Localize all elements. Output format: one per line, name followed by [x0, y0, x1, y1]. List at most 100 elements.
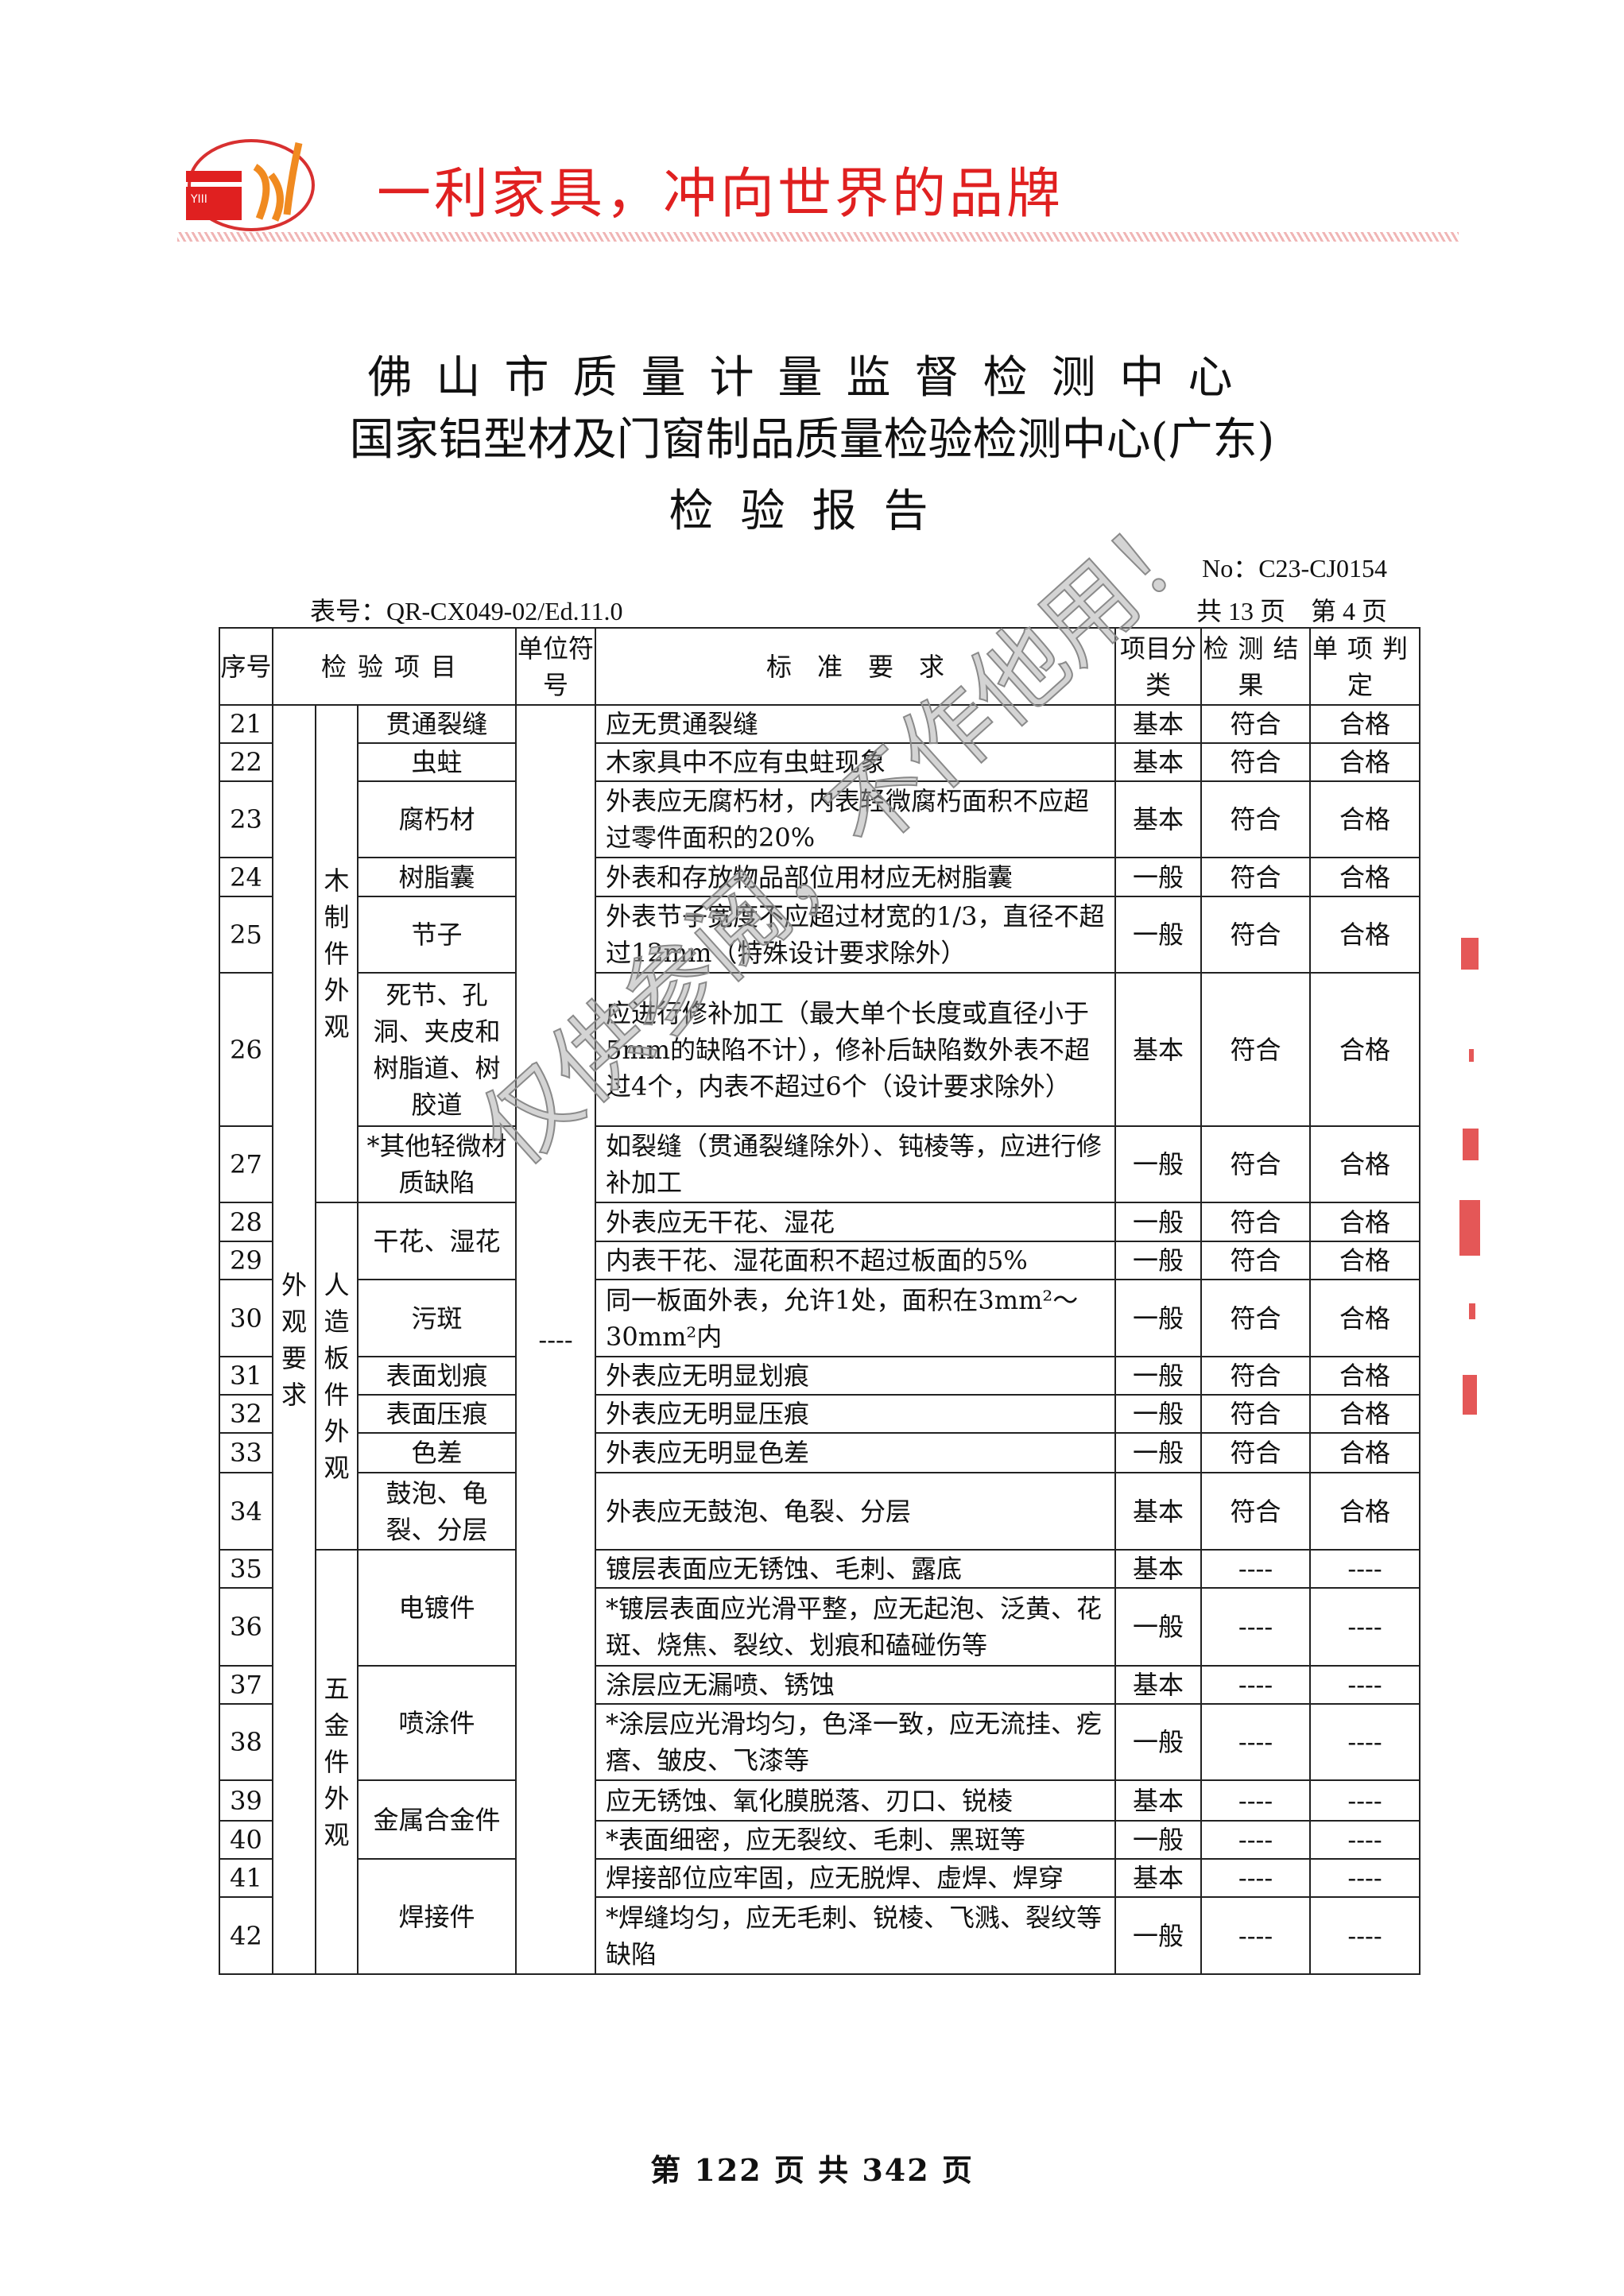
result: 符合 — [1200, 704, 1311, 744]
requirement: 外表应无明显压痕 — [595, 1394, 1116, 1434]
verdict: 合格 — [1309, 704, 1421, 744]
inspection-item: 污斑 — [357, 1279, 517, 1357]
row-number: 38 — [219, 1703, 273, 1781]
row-number: 29 — [219, 1241, 273, 1280]
inspection-item: 鼓泡、龟裂、分层 — [357, 1472, 517, 1551]
table-row: 25 节子 外表节子宽度不应超过材宽的1/3，直径不超过12mm（特殊设计要求除外）… — [219, 896, 1421, 974]
inspection-item: 树脂囊 — [357, 857, 517, 897]
report-title: 检验报告 — [669, 486, 955, 537]
unit-value: ---- — [515, 704, 596, 1975]
form-number: 表号：QR-CX049-02/Ed.11.0 — [310, 597, 623, 625]
header-item: 检验项目 — [272, 627, 517, 706]
result: 符合 — [1200, 1241, 1311, 1280]
category: 一般 — [1114, 1703, 1202, 1781]
group-label: 人造板件外观 — [315, 1202, 359, 1551]
category: 一般 — [1114, 1356, 1202, 1396]
result: 符合 — [1200, 1432, 1311, 1473]
result: ---- — [1200, 1549, 1311, 1589]
row-number: 25 — [219, 896, 273, 974]
category: 一般 — [1114, 896, 1202, 974]
brand-slogan: 一利家具，冲向世界的品牌 — [377, 163, 1064, 226]
inspection-item: 焊接件 — [357, 1858, 517, 1975]
row-number: 23 — [219, 780, 273, 858]
category: 一般 — [1114, 1241, 1202, 1280]
table-row: 35 五金件外观 电镀件 镀层表面应无锈蚀、毛刺、露底 基本 ---- ---- — [219, 1549, 1421, 1975]
row-number: 21 — [219, 704, 273, 744]
requirement: 外表应无明显划痕 — [595, 1356, 1116, 1396]
category: 一般 — [1114, 1587, 1202, 1667]
brand-logo: YIII — [186, 139, 315, 231]
header-verdict: 单项判定 — [1309, 627, 1421, 706]
category: 基本 — [1114, 704, 1202, 744]
requirement: *涂层应光滑均匀，色泽一致，应无流挂、疙瘩、皱皮、飞漆等 — [595, 1703, 1116, 1781]
row-number: 22 — [219, 742, 273, 782]
table-row: 31 表面划痕 外表应无明显划痕 一般 符合 合格 — [219, 1356, 1421, 1396]
group-text: 五金件外观 — [324, 1674, 350, 1850]
table-row: 23 腐朽材 外表应无腐朽材，内表轻微腐朽面积不应超过零件面积的20% 基本 符合 合格 — [219, 780, 1421, 858]
verdict: ---- — [1309, 1587, 1421, 1667]
result: 符合 — [1200, 972, 1311, 1127]
header-unit: 单位符号 — [515, 627, 596, 706]
table-row: 33 色差 外表应无明显色差 一般 符合 合格 — [219, 1432, 1421, 1473]
result: ---- — [1200, 1665, 1311, 1705]
requirement: *焊缝均匀，应无毛刺、锐棱、飞溅、裂纹等缺陷 — [595, 1896, 1116, 1975]
category: 基本 — [1114, 1472, 1202, 1551]
requirement: 外表和存放物品部位用材应无树脂囊 — [595, 857, 1116, 897]
inspection-item: 电镀件 — [357, 1549, 517, 1667]
requirement: *表面细密，应无裂纹、毛刺、黑斑等 — [595, 1820, 1116, 1860]
report-number: No：C23-CJ0154 — [1202, 554, 1387, 583]
category: 基本 — [1114, 742, 1202, 782]
result: 符合 — [1200, 780, 1311, 858]
requirement: 外表应无干花、湿花 — [595, 1202, 1116, 1242]
row-number: 30 — [219, 1279, 273, 1357]
category: 基本 — [1114, 780, 1202, 858]
inspection-item: 喷涂件 — [357, 1665, 517, 1781]
row-number: 39 — [219, 1779, 273, 1822]
result: 符合 — [1200, 1125, 1311, 1203]
report-title-national-center: 国家铝型材及门窗制品质量检验检测中心(广东) — [349, 414, 1275, 466]
result: ---- — [1200, 1820, 1311, 1860]
verdict: ---- — [1309, 1896, 1421, 1975]
table-row: 26 死节、孔洞、夹皮和树脂道、树胶道 应进行修补加工（最大单个长度或直径小于5mm… — [219, 972, 1421, 1127]
table-header-row: 序号 检验项目 单位符号标 准 要 求项目分类 检测结果 单项判定 — [219, 627, 1421, 706]
row-number: 40 — [219, 1820, 273, 1860]
category: 一般 — [1114, 857, 1202, 897]
result: 符合 — [1200, 1356, 1311, 1396]
category: 一般 — [1114, 1202, 1202, 1242]
verdict: ---- — [1309, 1858, 1421, 1898]
table-row: 21 外观要求 木制件外观 贯通裂缝 ---- 应无贯通裂缝 基本 符合 合格 — [219, 704, 1421, 1975]
document-page-footer: 第 122 页 共 342 页 — [650, 2152, 974, 2188]
row-number: 33 — [219, 1432, 273, 1473]
category: 基本 — [1114, 1779, 1202, 1822]
row-number: 35 — [219, 1549, 273, 1589]
table-row: 37 喷涂件 涂层应无漏喷、锈蚀 基本 ---- ---- — [219, 1665, 1421, 1781]
table-row: 41 焊接件 焊接部位应牢固，应无脱焊、虚焊、焊穿 基本 ---- ---- — [219, 1858, 1421, 1975]
row-number: 37 — [219, 1665, 273, 1705]
inspection-item: 贯通裂缝 — [357, 704, 517, 744]
header-no: 序号 — [219, 627, 273, 706]
verdict: 合格 — [1309, 1356, 1421, 1396]
header-divider — [177, 232, 1459, 242]
table-row: 39 金属合金件 应无锈蚀、氧化膜脱落、刃口、锐棱 基本 ---- ---- — [219, 1779, 1421, 1860]
verdict: 合格 — [1309, 1125, 1421, 1203]
row-number: 41 — [219, 1858, 273, 1898]
header-category: 项目分类 — [1114, 627, 1202, 706]
header-result: 检测结果 — [1200, 627, 1311, 706]
result: 符合 — [1200, 857, 1311, 897]
requirement: 镀层表面应无锈蚀、毛刺、露底 — [595, 1549, 1116, 1589]
requirement: 外表应无鼓泡、龟裂、分层 — [595, 1472, 1116, 1551]
verdict: ---- — [1309, 1549, 1421, 1589]
table-row: 36 *镀层表面应光滑平整，应无起泡、泛黄、花斑、烧焦、裂纹、划痕和磕碰伤等 一般 -… — [219, 1587, 1421, 1667]
row-number: 36 — [219, 1587, 273, 1667]
table-row: 28 人造板件外观 干花、湿花 外表应无干花、湿花 一般 符合 合格 — [219, 1202, 1421, 1551]
inspection-item: *其他轻微材质缺陷 — [357, 1125, 517, 1203]
category: 基本 — [1114, 972, 1202, 1127]
verdict: ---- — [1309, 1665, 1421, 1705]
inspection-item: 色差 — [357, 1432, 517, 1473]
requirement: 应无锈蚀、氧化膜脱落、刃口、锐棱 — [595, 1779, 1116, 1822]
verdict: 合格 — [1309, 972, 1421, 1127]
verdict: ---- — [1309, 1820, 1421, 1860]
inspection-item: 节子 — [357, 896, 517, 974]
group-text: 木制件外观 — [324, 865, 350, 1042]
inspection-item: 干花、湿花 — [357, 1202, 517, 1280]
